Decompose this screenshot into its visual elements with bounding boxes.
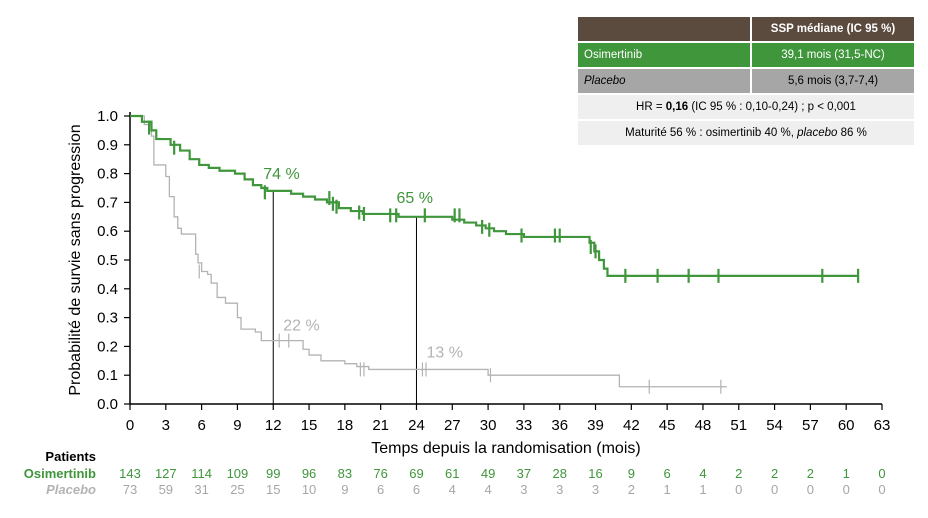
y-tick-label: 0.9 bbox=[97, 137, 118, 154]
at-risk-value: 15 bbox=[266, 482, 280, 497]
x-tick-label: 9 bbox=[233, 417, 241, 434]
at-risk-value: 4 bbox=[449, 482, 456, 497]
at-risk-value: 0 bbox=[878, 466, 885, 481]
at-risk-value: 2 bbox=[628, 482, 635, 497]
annotation-label: 65 % bbox=[396, 190, 432, 207]
at-risk-value: 16 bbox=[588, 466, 602, 481]
at-risk-value: 9 bbox=[628, 466, 635, 481]
y-tick-label: 0.6 bbox=[97, 223, 118, 240]
x-tick-label: 24 bbox=[408, 417, 425, 434]
at-risk-value: 1 bbox=[843, 466, 850, 481]
at-risk-value: 0 bbox=[878, 482, 885, 497]
x-tick-label: 0 bbox=[126, 417, 134, 434]
at-risk-value: 127 bbox=[155, 466, 177, 481]
at-risk-label-osimertinib: Osimertinib bbox=[24, 466, 96, 481]
at-risk-value: 1 bbox=[699, 482, 706, 497]
y-tick-label: 0.3 bbox=[97, 310, 118, 327]
x-tick-label: 27 bbox=[444, 417, 461, 434]
at-risk-value: 143 bbox=[119, 466, 141, 481]
at-risk-value: 3 bbox=[520, 482, 527, 497]
at-risk-value: 0 bbox=[807, 482, 814, 497]
at-risk-value: 4 bbox=[484, 482, 491, 497]
at-risk-value: 109 bbox=[227, 466, 249, 481]
legend-osimertinib-label: Osimertinib bbox=[578, 43, 752, 69]
at-risk-value: 28 bbox=[552, 466, 566, 481]
at-risk-value: 76 bbox=[373, 466, 387, 481]
at-risk-value: 99 bbox=[266, 466, 280, 481]
x-tick-label: 15 bbox=[301, 417, 318, 434]
annotation-label: 74 % bbox=[263, 166, 299, 183]
x-tick-label: 48 bbox=[695, 417, 712, 434]
at-risk-value: 2 bbox=[807, 466, 814, 481]
x-tick-label: 51 bbox=[730, 417, 747, 434]
x-tick-label: 3 bbox=[162, 417, 170, 434]
at-risk-value: 0 bbox=[843, 482, 850, 497]
at-risk-value: 4 bbox=[699, 466, 706, 481]
legend-header: SSP médiane (IC 95 %) bbox=[752, 17, 914, 43]
y-axis-title: Probabilité de survie sans progression bbox=[67, 124, 84, 395]
legend-placebo-label: Placebo bbox=[578, 69, 752, 95]
at-risk-value: 10 bbox=[302, 482, 316, 497]
x-tick-label: 60 bbox=[838, 417, 855, 434]
at-risk-value: 96 bbox=[302, 466, 316, 481]
y-tick-label: 0.0 bbox=[97, 396, 118, 413]
legend-osimertinib-value: 39,1 mois (31,5-NC) bbox=[752, 43, 914, 69]
at-risk-value: 6 bbox=[413, 482, 420, 497]
at-risk-value: 31 bbox=[194, 482, 208, 497]
x-tick-label: 63 bbox=[874, 417, 891, 434]
y-tick-label: 0.4 bbox=[97, 281, 118, 298]
x-tick-label: 36 bbox=[551, 417, 568, 434]
x-tick-label: 6 bbox=[197, 417, 205, 434]
at-risk-value: 61 bbox=[445, 466, 459, 481]
at-risk-value: 1 bbox=[664, 482, 671, 497]
at-risk-value: 9 bbox=[341, 482, 348, 497]
at-risk-value: 114 bbox=[191, 466, 212, 481]
at-risk-value: 3 bbox=[592, 482, 599, 497]
y-tick-label: 0.5 bbox=[97, 252, 118, 269]
survival-curve-placebo bbox=[130, 115, 727, 388]
at-risk-value: 0 bbox=[735, 482, 742, 497]
at-risk-value: 2 bbox=[735, 466, 742, 481]
at-risk-title: Patients bbox=[45, 449, 96, 464]
legend-table: SSP médiane (IC 95 %) Osimertinib 39,1 m… bbox=[578, 17, 914, 147]
x-tick-label: 54 bbox=[766, 417, 783, 434]
survival-curve-osimertinib bbox=[130, 114, 859, 277]
at-risk-value: 6 bbox=[377, 482, 384, 497]
y-tick-label: 0.2 bbox=[97, 338, 118, 355]
at-risk-value: 73 bbox=[123, 482, 137, 497]
x-tick-label: 45 bbox=[659, 417, 676, 434]
x-tick-label: 42 bbox=[623, 417, 640, 434]
maturity-note: Maturité 56 % : osimertinib 40 %, placeb… bbox=[578, 121, 914, 147]
y-tick-label: 0.7 bbox=[97, 194, 118, 211]
y-tick-label: 0.1 bbox=[97, 367, 118, 384]
at-risk-label-placebo: Placebo bbox=[46, 482, 96, 497]
x-tick-label: 33 bbox=[516, 417, 533, 434]
x-tick-label: 18 bbox=[337, 417, 354, 434]
hazard-ratio-note: HR = 0,16 (IC 95 % : 0,10-0,24) ; p < 0,… bbox=[578, 95, 914, 121]
legend-placebo-value: 5,6 mois (3,7-7,4) bbox=[752, 69, 914, 95]
x-axis-title: Temps depuis la randomisation (mois) bbox=[371, 440, 640, 457]
at-risk-value: 49 bbox=[481, 466, 495, 481]
y-tick-label: 1.0 bbox=[97, 108, 118, 125]
at-risk-value: 25 bbox=[230, 482, 244, 497]
x-tick-label: 57 bbox=[802, 417, 819, 434]
annotation-label: 13 % bbox=[426, 344, 462, 361]
at-risk-value: 0 bbox=[771, 482, 778, 497]
y-tick-label: 0.8 bbox=[97, 166, 118, 183]
x-tick-label: 21 bbox=[372, 417, 389, 434]
at-risk-value: 83 bbox=[338, 466, 352, 481]
at-risk-value: 37 bbox=[517, 466, 531, 481]
x-tick-label: 12 bbox=[265, 417, 282, 434]
at-risk-value: 59 bbox=[159, 482, 173, 497]
annotation-label: 22 % bbox=[283, 318, 319, 335]
at-risk-value: 6 bbox=[664, 466, 671, 481]
x-tick-label: 39 bbox=[587, 417, 604, 434]
at-risk-value: 2 bbox=[771, 466, 778, 481]
at-risk-value: 3 bbox=[556, 482, 563, 497]
at-risk-value: 69 bbox=[409, 466, 423, 481]
x-tick-label: 30 bbox=[480, 417, 497, 434]
